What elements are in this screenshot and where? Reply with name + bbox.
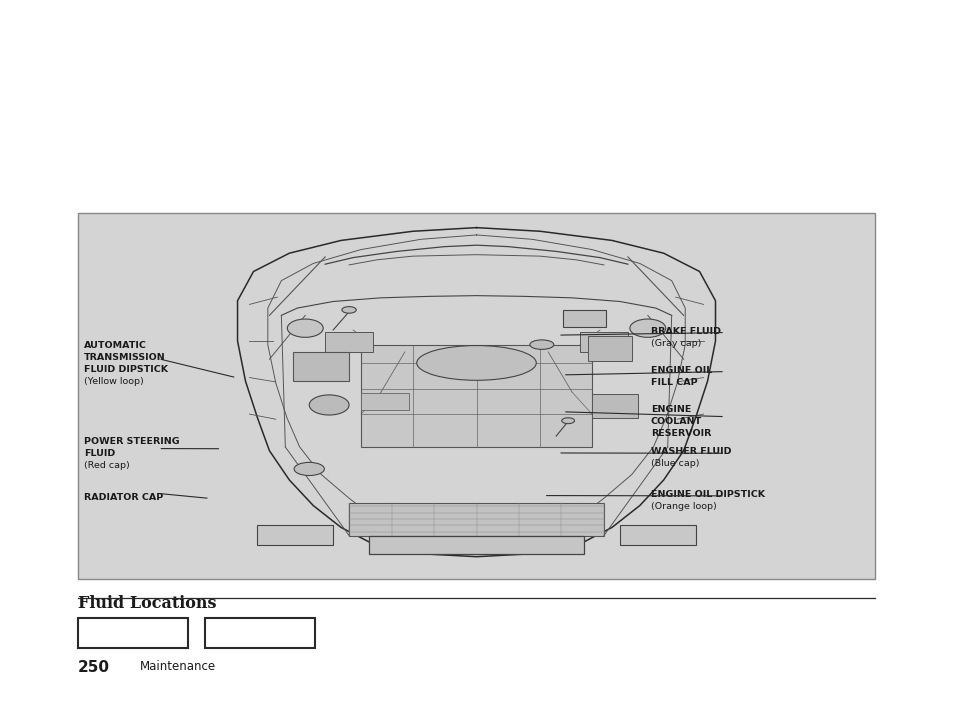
Text: COOLANT: COOLANT [650,417,701,425]
Bar [360,344,592,447]
Text: FLUID DIPSTICK: FLUID DIPSTICK [84,365,168,373]
Ellipse shape [287,319,323,337]
Text: TRANSMISSION: TRANSMISSION [84,353,166,361]
Ellipse shape [529,340,553,349]
Text: RESERVOIR: RESERVOIR [650,429,710,437]
Bar [349,503,603,535]
Text: WASHER FLUID: WASHER FLUID [650,447,730,457]
Bar [293,352,349,381]
Text: Maintenance: Maintenance [140,660,216,673]
Text: POWER STEERING: POWER STEERING [84,437,179,446]
Bar [205,618,314,648]
Text: (Red cap): (Red cap) [84,461,130,469]
Text: RADIATOR CAP: RADIATOR CAP [84,493,163,503]
Bar [579,332,627,352]
Ellipse shape [309,395,349,415]
Bar [325,332,373,352]
Text: ENGINE OIL DIPSTICK: ENGINE OIL DIPSTICK [650,490,763,499]
Bar [360,393,409,410]
Text: (Yellow loop): (Yellow loop) [84,376,144,386]
Bar [592,394,638,417]
Text: FLUID: FLUID [84,449,115,457]
Text: BRAKE FLUID: BRAKE FLUID [650,327,720,336]
Ellipse shape [629,319,665,337]
Bar [78,213,874,579]
Ellipse shape [294,462,324,476]
Bar [78,618,188,648]
Bar [369,535,583,554]
Bar [257,525,333,545]
Ellipse shape [341,307,355,313]
Bar [587,337,631,361]
Ellipse shape [561,417,574,424]
Ellipse shape [416,346,536,381]
Text: (Orange loop): (Orange loop) [650,502,716,510]
Bar [619,525,695,545]
Text: (Gray cap): (Gray cap) [650,339,700,347]
Text: FILL CAP: FILL CAP [650,378,697,386]
Text: ENGINE: ENGINE [650,405,690,414]
Text: ENGINE OIL: ENGINE OIL [650,366,711,375]
Text: Fluid Locations: Fluid Locations [78,595,216,612]
Text: 250: 250 [78,660,111,675]
Text: (Blue cap): (Blue cap) [650,459,699,468]
Text: AUTOMATIC: AUTOMATIC [84,341,147,350]
Bar [562,310,606,327]
